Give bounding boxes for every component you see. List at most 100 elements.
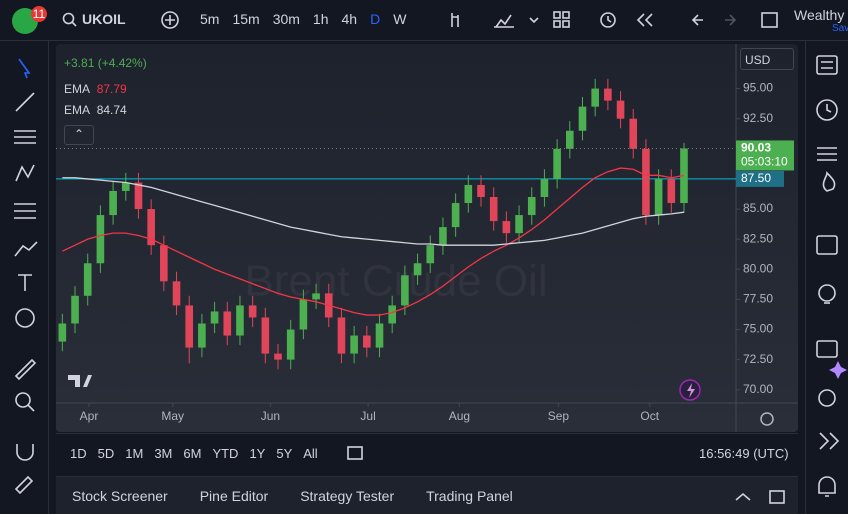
candle-body — [350, 335, 358, 354]
candle-body — [312, 293, 320, 300]
candle-body — [667, 178, 676, 204]
interval-button[interactable]: 30m — [272, 11, 300, 27]
hline-box — [736, 170, 784, 187]
candle-body — [591, 88, 599, 107]
x-tick-label: Jul — [360, 409, 375, 423]
candle-body — [185, 305, 194, 348]
currency: USD — [745, 53, 771, 67]
alert-icon — [687, 383, 695, 398]
y-tick-label: 95.00 — [743, 81, 773, 95]
legend-value: 87.79 — [96, 82, 127, 96]
interval-button[interactable]: D — [370, 11, 381, 27]
panel-tabs: Stock Screener Pine Editor Strategy Tester… — [72, 488, 513, 504]
ema-line — [62, 177, 685, 246]
candle-body — [578, 106, 587, 131]
candle-body — [248, 305, 257, 318]
candle-body — [134, 182, 143, 210]
settings-button[interactable] — [760, 412, 774, 426]
x-tick-label: May — [161, 409, 184, 423]
clock[interactable]: 16:56:49 (UTC) — [699, 446, 789, 461]
candle-body — [426, 245, 435, 264]
candle-body — [96, 215, 105, 264]
candle-body — [160, 245, 168, 282]
candle-body — [71, 295, 79, 324]
search-icon[interactable] — [62, 12, 78, 28]
save-button[interactable]: Save — [832, 23, 848, 34]
legend: +3.81 (+4.42%) EMA 87.79 EMA 84.74 ⌃ — [64, 50, 147, 145]
candle-body — [464, 184, 473, 204]
candle-body — [223, 311, 232, 336]
range-list: 1D 5D 1M 3M 6M YTD 1Y 5Y All — [70, 446, 318, 461]
interval-list: 5m 15m 30m 1h 4h D W — [200, 11, 406, 27]
tv-logo — [68, 375, 92, 387]
range-button[interactable]: 1Y — [249, 446, 266, 461]
candle-body — [566, 130, 574, 149]
interval-button[interactable]: 1h — [312, 11, 329, 27]
legend-name: EMA — [64, 103, 91, 117]
range-button[interactable]: 5Y — [276, 446, 293, 461]
range-button[interactable]: 6M — [183, 446, 202, 461]
toolbar-icons[interactable] — [448, 9, 778, 31]
range-button[interactable]: All — [303, 446, 318, 461]
candle-body — [198, 323, 206, 348]
candle-body — [210, 311, 219, 324]
top-toolbar: 11 UKOIL 5m 15m 30m 1h 4h DW Wealthy Save — [0, 0, 848, 41]
legend-name: EMA — [64, 82, 91, 96]
chart: Brent Crude Oil 70.00 72.50 75.00 77.50 80.0… — [56, 44, 798, 432]
price-change: +3.81 (+4.42%) — [64, 56, 147, 70]
interval-button[interactable]: 4h — [341, 11, 358, 27]
candle-body — [109, 190, 117, 216]
candle-body — [553, 148, 561, 179]
notification-badge: 11 — [33, 7, 46, 21]
last-price-box — [736, 140, 794, 171]
candle-body — [375, 323, 384, 348]
y-tick-label: 82.50 — [743, 231, 773, 245]
candle-body — [489, 196, 498, 222]
panel-tab[interactable]: Stock Screener — [72, 488, 168, 504]
range-button[interactable]: 5D — [97, 446, 115, 461]
candle-body — [527, 196, 536, 216]
panel-tab[interactable]: Pine Editor — [199, 488, 269, 504]
candle-body — [413, 263, 422, 276]
interval-button[interactable]: W — [393, 11, 407, 27]
chart-panel: Brent Crude Oil 70.00 72.50 75.00 77.50 80.0… — [56, 44, 798, 432]
panel-tab[interactable]: Trading Panel — [426, 488, 513, 504]
candle-body — [401, 275, 409, 306]
candle-body — [83, 263, 92, 296]
drawing-tools[interactable] — [0, 41, 48, 514]
legend-row: EMA 84.74 — [64, 97, 147, 123]
range-button[interactable]: 1D — [70, 446, 87, 461]
sidebar-icons[interactable] — [806, 41, 848, 514]
panel-controls[interactable] — [732, 487, 792, 507]
panel-tab[interactable]: Strategy Tester — [300, 488, 395, 504]
date-range-icon[interactable] — [346, 443, 366, 463]
interval-button[interactable]: 15m — [232, 11, 260, 27]
y-tick-label: 77.50 — [743, 292, 773, 306]
ema-line — [62, 167, 685, 316]
candle-body — [477, 184, 485, 197]
collapse-button[interactable]: ⌃ — [64, 125, 94, 145]
range-button[interactable]: 1M — [125, 446, 144, 461]
y-tick-label: 85.00 — [743, 201, 773, 215]
candle-body — [261, 317, 270, 354]
range-bar: 1D 5D 1M 3M 6M YTD 1Y 5Y All 16:56:49 (UTC) — [56, 433, 798, 472]
x-tick-label: Jun — [261, 409, 280, 423]
currency-selector[interactable]: USD — [740, 48, 794, 70]
x-tick-label: Oct — [640, 409, 659, 423]
interval-button[interactable]: 5m — [200, 11, 220, 27]
candle-body — [236, 305, 244, 336]
y-tick-label: 72.50 — [743, 352, 773, 366]
x-tick-label: Aug — [449, 409, 470, 423]
logo[interactable]: 11 — [10, 6, 50, 36]
candle-body — [604, 88, 612, 101]
candle-body — [274, 353, 282, 360]
candle-body — [147, 209, 155, 246]
range-button[interactable]: YTD — [212, 446, 239, 461]
compare-button[interactable] — [160, 10, 180, 30]
account-name[interactable]: Wealthy — [794, 7, 845, 23]
right-sidebar — [805, 41, 848, 514]
candle-body — [388, 305, 396, 324]
range-button[interactable]: 3M — [154, 446, 173, 461]
hline-label: 87.50 — [741, 171, 771, 185]
symbol[interactable]: UKOIL — [82, 11, 126, 27]
